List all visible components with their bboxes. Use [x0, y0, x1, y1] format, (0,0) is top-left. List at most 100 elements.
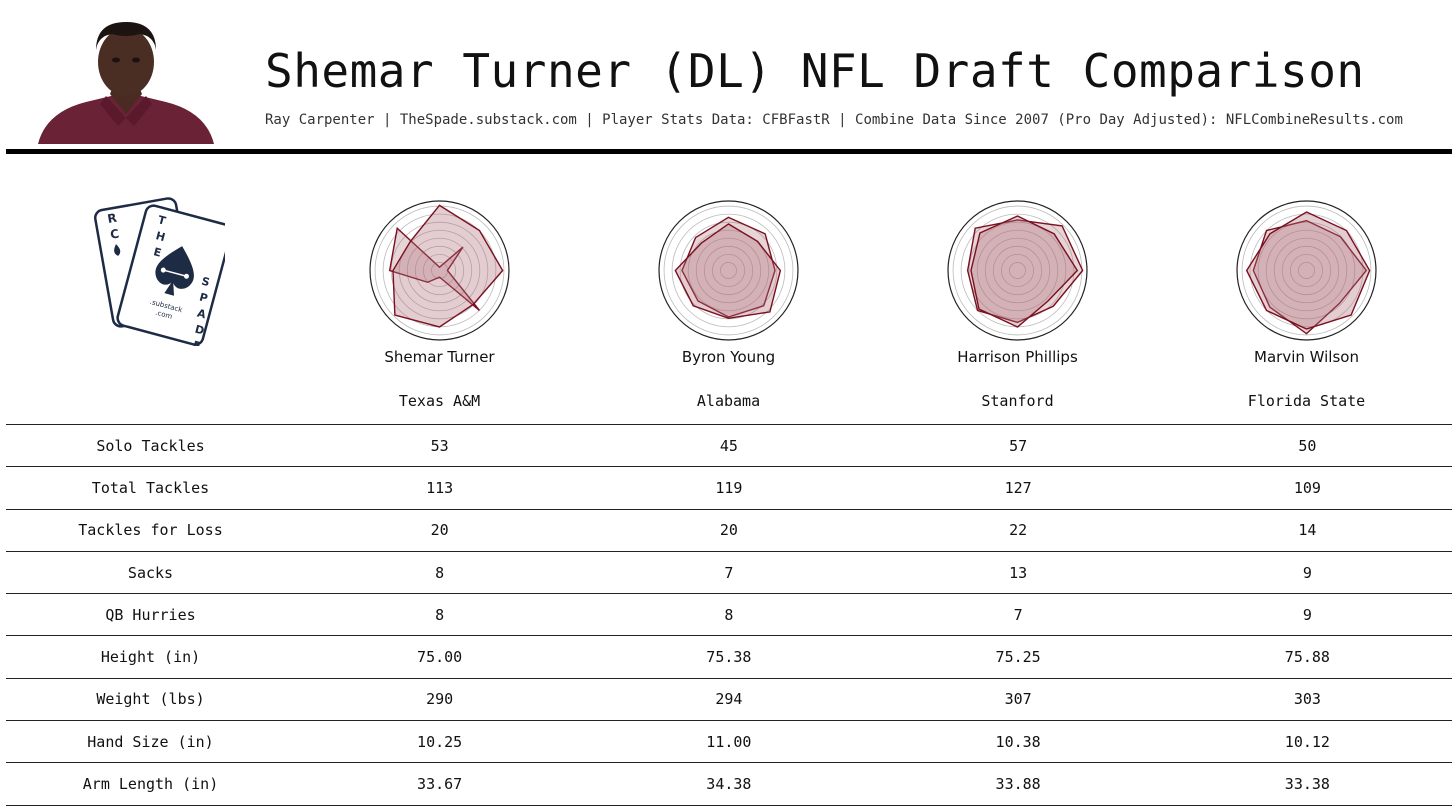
stat-label: QB Hurries: [6, 593, 295, 636]
radar-grid-ring: [984, 237, 1051, 304]
stat-value: 10.38: [873, 720, 1163, 763]
back-card-letter-c: C: [109, 226, 120, 241]
stats-table-body: Solo Tackles 53 45 57 50 Total Tackles 113 119 1…: [6, 423, 1452, 806]
stat-value: 127: [873, 466, 1163, 510]
radar-polygon: [681, 216, 776, 318]
radar-grid-ring: [406, 237, 473, 304]
stat-value: 10.12: [1162, 720, 1452, 763]
player-school: Stanford: [981, 392, 1054, 410]
stat-value: 303: [1162, 677, 1452, 721]
stat-label: Height (in): [6, 635, 295, 679]
stat-value: 7: [873, 593, 1163, 636]
player-column: Shemar Turner Texas A&M: [295, 198, 584, 418]
stat-value: 33.67: [295, 762, 585, 806]
stat-label: Solo Tackles: [6, 423, 295, 467]
radar-grid-ring: [663, 205, 794, 336]
stat-label: Tackles for Loss: [6, 508, 295, 552]
stat-value: 53: [295, 423, 585, 467]
radar-grid-ring: [1241, 205, 1372, 336]
stat-value: 75.88: [1162, 635, 1452, 679]
radar-grid-ring: [1265, 229, 1348, 312]
player-school: Florida State: [1247, 392, 1366, 410]
radar-grid-ring: [695, 237, 762, 304]
stat-row: Tackles for Loss 20 20 22 14: [6, 508, 1452, 552]
radar-chart: [947, 200, 1088, 341]
stat-value: 113: [295, 466, 585, 510]
stat-value: 7: [584, 550, 874, 594]
radar-polygon: [388, 226, 481, 312]
radar-grid-ring: [1298, 262, 1315, 279]
radar-grid-ring: [968, 221, 1067, 320]
radar-polygon: [970, 215, 1079, 328]
radar-chart: [1236, 200, 1377, 341]
stat-value: 20: [295, 508, 585, 552]
stat-value: 33.38: [1162, 762, 1452, 806]
stat-row: Solo Tackles 53 45 57 50: [6, 423, 1452, 467]
stat-value: 20: [584, 508, 874, 552]
stat-row: Total Tackles 113 119 127 109: [6, 466, 1452, 510]
front-card-letter: P: [198, 291, 209, 306]
stat-value: 10.25: [295, 720, 585, 763]
player-name: Shemar Turner: [384, 348, 495, 366]
radar-grid-ring: [687, 229, 770, 312]
stat-value: 75.00: [295, 635, 585, 679]
radar-chart: [369, 200, 510, 341]
stat-value: 57: [873, 423, 1163, 467]
player-column: Byron Young Alabama: [584, 198, 873, 418]
player-school: Alabama: [696, 392, 761, 410]
stat-row: QB Hurries 8 8 7 9: [6, 593, 1452, 636]
player-headshot-photo: [38, 22, 214, 144]
stat-value: 9: [1162, 550, 1452, 594]
front-card-letter: A: [196, 307, 208, 322]
radar-grid-ring: [414, 245, 465, 296]
stat-value: 109: [1162, 466, 1452, 510]
radar-grid-ring: [422, 253, 457, 288]
stats-table: Solo Tackles 53 45 57 50 Total Tackles 113 119 1…: [6, 423, 1452, 806]
stat-row: Hand Size (in) 10.25 11.00 10.38 10.12: [6, 720, 1452, 763]
radar-grid-ring: [1000, 253, 1035, 288]
stat-value: 290: [295, 677, 585, 721]
radar-grid-ring: [398, 229, 481, 312]
stat-row: Height (in) 75.00 75.38 75.25 75.88: [6, 635, 1452, 679]
stat-value: 8: [584, 593, 874, 636]
stat-value: 45: [584, 423, 874, 467]
stat-value: 75.38: [584, 635, 874, 679]
stat-label: Weight (lbs): [6, 677, 295, 721]
stat-value: 14: [1162, 508, 1452, 552]
radar-grid-ring: [1249, 213, 1364, 328]
front-card-letter: T: [157, 213, 168, 228]
radar-chart: [658, 200, 799, 341]
radar-grid-ring: [671, 213, 786, 328]
radar-grid-ring: [1257, 221, 1356, 320]
front-card-letter: E: [152, 245, 163, 260]
radar-grid-ring: [976, 229, 1059, 312]
stat-row: Sacks 8 7 13 9: [6, 550, 1452, 594]
radar-grid-ring: [711, 253, 746, 288]
stat-label: Hand Size (in): [6, 720, 295, 763]
stat-row: Arm Length (in) 33.67 34.38 33.88 33.38: [6, 762, 1452, 806]
stat-value: 8: [295, 593, 585, 636]
front-card-letter: D: [194, 323, 206, 338]
stat-row: Weight (lbs) 290 294 307 303: [6, 677, 1452, 721]
player-column: Marvin Wilson Florida State: [1162, 198, 1451, 418]
radar-grid-ring: [1009, 262, 1026, 279]
front-card-letter: H: [154, 229, 166, 244]
player-name: Marvin Wilson: [1254, 348, 1359, 366]
page-title: Shemar Turner (DL) NFL Draft Comparison: [265, 44, 1365, 98]
header-divider: [6, 149, 1452, 154]
radar-polygon: [1252, 219, 1368, 335]
front-card-letter: E: [191, 339, 202, 346]
radar-polygon: [392, 204, 504, 328]
player-school: Texas A&M: [398, 392, 481, 410]
stat-value: 13: [873, 550, 1163, 594]
radar-grid-ring: [1273, 237, 1340, 304]
page-subtitle-credits: Ray Carpenter | TheSpade.substack.com | …: [265, 112, 1403, 128]
radar-polygon: [674, 223, 782, 320]
radar-grid-ring: [1289, 253, 1324, 288]
radar-polygon: [966, 219, 1084, 324]
radar-grid-ring: [992, 245, 1043, 296]
radar-grid-ring: [703, 245, 754, 296]
stat-value: 9: [1162, 593, 1452, 636]
